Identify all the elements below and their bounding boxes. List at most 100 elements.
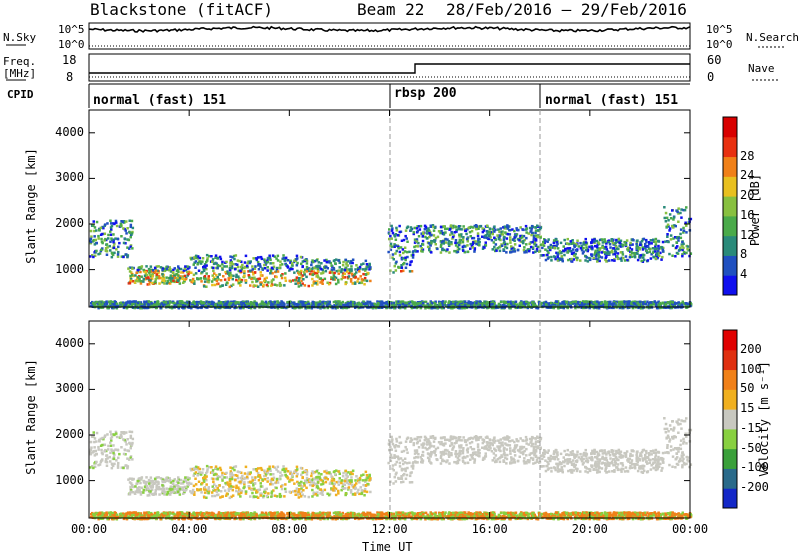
echo-cell [205, 464, 209, 468]
echo-cell [569, 240, 572, 243]
echo-cell [560, 304, 563, 308]
echo-cell [268, 468, 272, 471]
echo-cell [214, 467, 218, 470]
echo-cell [344, 304, 347, 307]
echo-cell [128, 282, 132, 285]
echo-cell [316, 280, 319, 283]
echo-cell [400, 303, 403, 306]
echo-cell [103, 232, 107, 235]
echo-cell [540, 243, 543, 246]
echo-cell [253, 271, 257, 274]
echo-cell [297, 490, 300, 493]
echo-cell [566, 247, 569, 250]
echo-cell [434, 305, 437, 308]
echo-cell [275, 486, 278, 490]
echo-cell [278, 281, 282, 285]
echo-cell [424, 307, 427, 310]
echo-cell [182, 269, 186, 272]
echo-cell [604, 301, 607, 305]
echo-cell [286, 304, 289, 307]
echo-cell [454, 241, 457, 245]
echo-cell [249, 304, 252, 307]
echo-cell [129, 485, 132, 489]
echo-cell [588, 258, 592, 262]
echo-cell [682, 226, 685, 230]
echo-cell [155, 303, 158, 307]
echo-cell [89, 304, 93, 308]
echo-cell [268, 465, 271, 468]
echo-cell [368, 268, 371, 271]
echo-cell [639, 307, 643, 310]
echo-cell [92, 240, 95, 243]
echo-cell [659, 302, 663, 306]
echo-cell [398, 254, 402, 257]
echo-cell [656, 256, 659, 260]
echo-cell [424, 300, 428, 304]
echo-cell [568, 303, 571, 306]
echo-cell [482, 306, 486, 309]
echo-cell [484, 244, 488, 247]
echo-cell [463, 228, 466, 231]
echo-cell [218, 484, 221, 487]
echo-cell [280, 300, 284, 304]
echo-cell [243, 274, 246, 277]
echo-cell [352, 302, 355, 305]
echo-cell [461, 301, 464, 304]
echo-cell [369, 279, 372, 283]
echo-cell [413, 245, 416, 249]
echo-cell [280, 276, 284, 280]
echo-cell [689, 303, 693, 306]
echo-cell [275, 257, 278, 260]
echo-cell [139, 481, 142, 485]
echo-cell [196, 468, 200, 471]
echo-cell [103, 434, 107, 437]
freq-unit-label: [MHz] [3, 67, 37, 80]
echo-cell [336, 304, 339, 307]
echo-cell [301, 274, 305, 277]
echo-cell [153, 300, 157, 304]
echo-cell [421, 301, 425, 305]
echo-cell [236, 259, 240, 262]
echo-cell [622, 256, 625, 260]
echo-cell [262, 285, 265, 288]
echo-cell [259, 476, 262, 479]
echo-cell [680, 243, 683, 246]
echo-cell [97, 448, 100, 451]
echo-cell [356, 303, 360, 306]
echo-cell [617, 300, 621, 304]
echo-cell [358, 281, 361, 285]
echo-cell [187, 272, 190, 276]
echo-cell [158, 493, 161, 496]
echo-cell [461, 306, 464, 310]
echo-cell [105, 302, 109, 305]
echo-cell [534, 250, 537, 254]
echo-cell [303, 284, 307, 287]
echo-cell [587, 302, 590, 306]
freq-trace [89, 63, 690, 74]
echo-cell [471, 236, 474, 240]
echo-cell [437, 300, 441, 304]
echo-cell [214, 465, 218, 468]
echo-cell [320, 262, 323, 265]
echo-cell [573, 244, 576, 247]
echo-cell [561, 258, 564, 261]
echo-cell [338, 300, 341, 303]
echo-cell [574, 249, 578, 252]
echo-cell [113, 242, 116, 245]
echo-cell [131, 484, 134, 488]
echo-cell [145, 301, 148, 304]
echo-cell [137, 276, 140, 279]
echo-cell [125, 232, 128, 235]
echo-cell [661, 248, 665, 252]
echo-cell [167, 304, 170, 307]
echo-cell [300, 487, 303, 490]
echo-cell [433, 240, 436, 244]
echo-cell [234, 254, 238, 257]
echo-cell [470, 229, 474, 233]
echo-cell [449, 227, 452, 231]
echo-cell [557, 257, 560, 260]
echo-cell [284, 276, 287, 280]
echo-cell [558, 250, 562, 253]
echo-cell [629, 241, 632, 245]
echo-cell [387, 250, 390, 254]
